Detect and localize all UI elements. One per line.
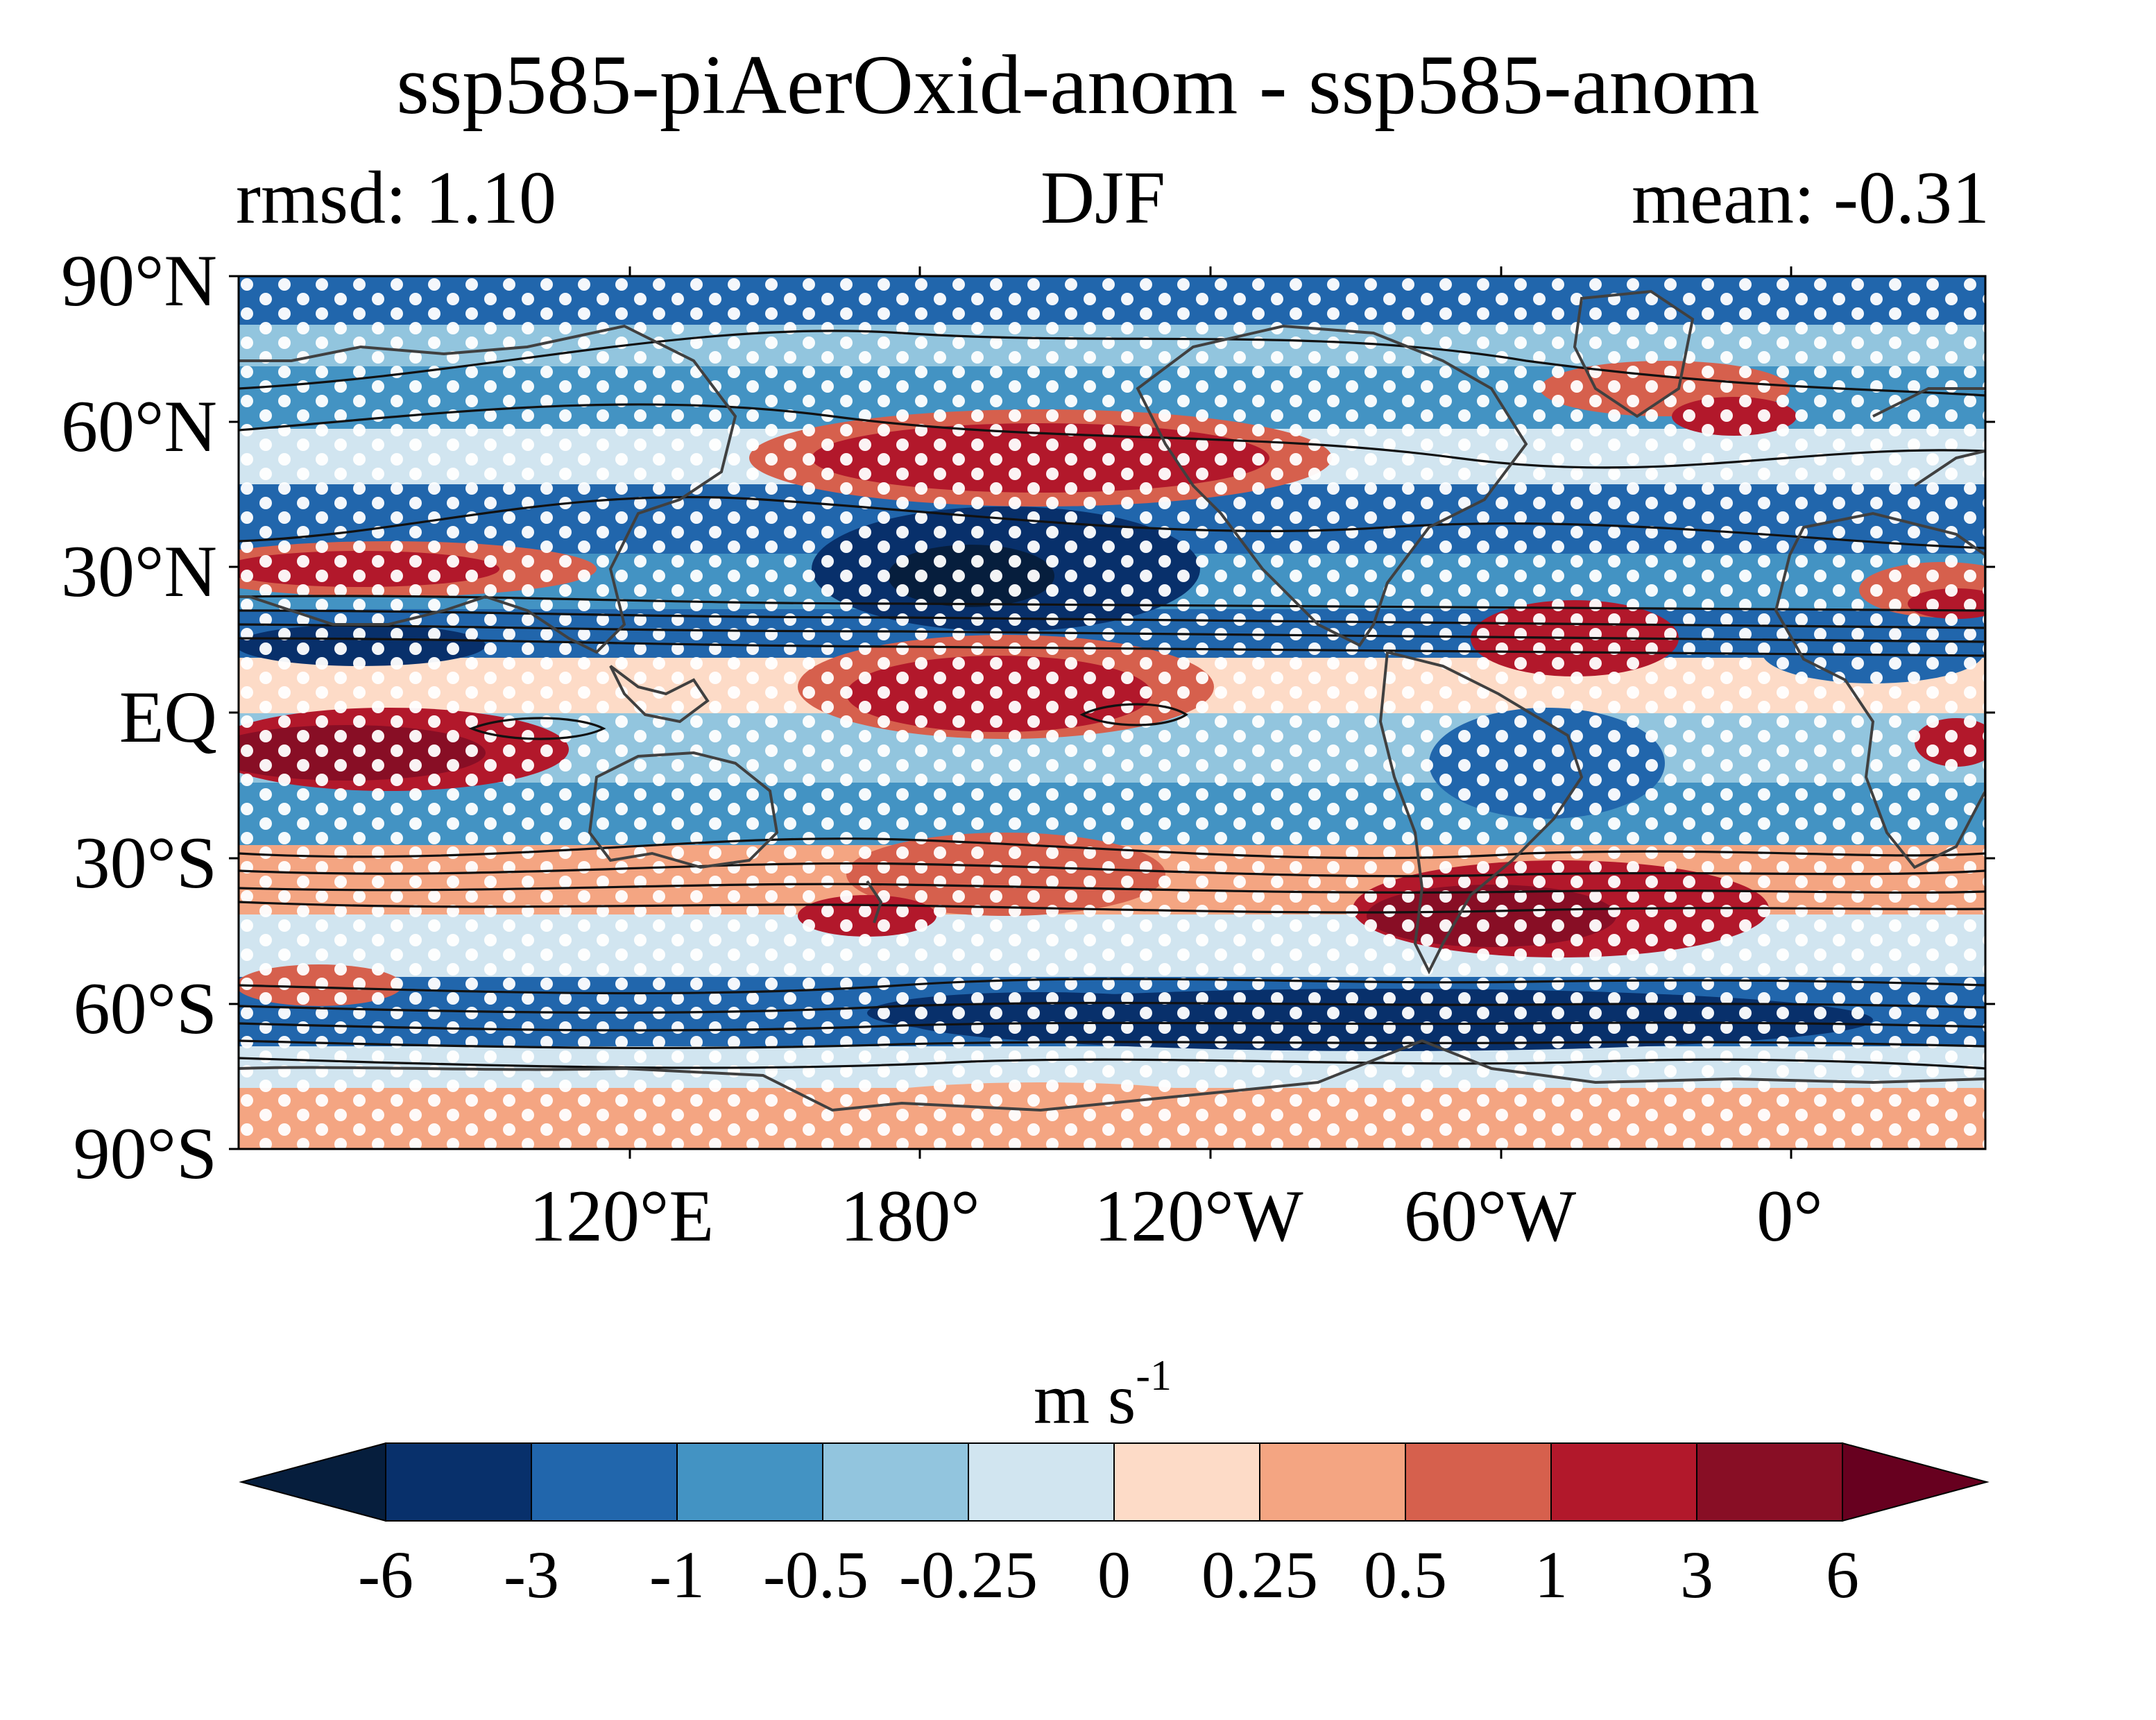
significance-stippling xyxy=(239,276,1985,1149)
map-title: ssp585-piAerOxid-anom - ssp585-anom xyxy=(396,38,1760,132)
coastlines xyxy=(239,289,1985,1112)
lon-label-60w: 60°W xyxy=(1403,1175,1577,1257)
lat-label-eq: EQ xyxy=(119,676,217,758)
colorbar-extend-high xyxy=(1842,1442,1990,1522)
lat-label-30n: 30°N xyxy=(61,531,217,612)
colorbar-bin xyxy=(676,1442,823,1522)
lat-label-30s: 30°S xyxy=(73,822,217,903)
season-label: DJF xyxy=(1041,157,1166,239)
lat-label-60s: 60°S xyxy=(73,968,217,1049)
colorbar-bin xyxy=(1113,1442,1260,1522)
colorbar-tick: -0.25 xyxy=(899,1538,1038,1612)
colorbar-bin xyxy=(1696,1442,1843,1522)
lon-label-120w: 120°W xyxy=(1094,1175,1303,1257)
colorbar-bin xyxy=(1259,1442,1406,1522)
colorbar-bin xyxy=(1550,1442,1697,1522)
axis-ticks xyxy=(229,266,1995,1159)
colorbar-tick: -1 xyxy=(649,1538,705,1612)
colorbar-bin xyxy=(822,1442,969,1522)
colorbar-tick: 3 xyxy=(1680,1538,1713,1612)
colorbar-units: m s-1 xyxy=(1034,1354,1172,1436)
colorbar-bin xyxy=(1405,1442,1552,1522)
colorbar-bin xyxy=(385,1442,532,1522)
lon-label-120e: 120°E xyxy=(529,1175,715,1257)
units-base: m s xyxy=(1034,1359,1136,1439)
colorbar xyxy=(239,1442,1990,1522)
mean-label: mean: -0.31 xyxy=(1632,157,1990,239)
colorbar-tick: 1 xyxy=(1534,1538,1568,1612)
lon-label-180: 180° xyxy=(840,1175,980,1257)
colorbar-tick: -3 xyxy=(504,1538,559,1612)
lon-label-0: 0° xyxy=(1756,1175,1823,1257)
colorbar-tick: 0.5 xyxy=(1364,1538,1447,1612)
units-exponent: -1 xyxy=(1136,1352,1172,1399)
colorbar-tick: 0 xyxy=(1097,1538,1131,1612)
lat-label-90n: 90°N xyxy=(61,240,217,321)
colorbar-tick: 6 xyxy=(1826,1538,1859,1612)
colorbar-tick: -6 xyxy=(358,1538,413,1612)
colorbar-extend-low xyxy=(239,1442,386,1522)
lat-label-90s: 90°S xyxy=(73,1113,217,1194)
colorbar-tick: 0.25 xyxy=(1201,1538,1318,1612)
rmsd-label: rmsd: 1.10 xyxy=(236,157,557,239)
colorbar-bin xyxy=(531,1442,678,1522)
colorbar-tick: -0.5 xyxy=(763,1538,869,1612)
lat-label-60n: 60°N xyxy=(61,386,217,467)
colorbar-bin xyxy=(968,1442,1115,1522)
